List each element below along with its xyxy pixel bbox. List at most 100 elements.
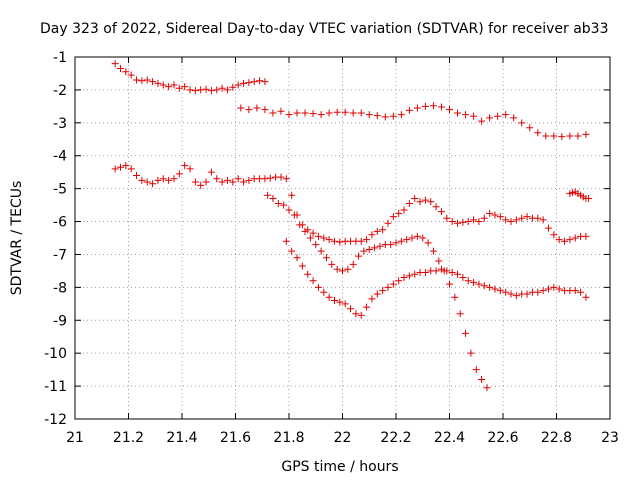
data-point (464, 218, 472, 226)
data-point (197, 181, 205, 189)
data-point (456, 310, 464, 318)
data-point (296, 221, 304, 229)
x-tick-label: 21 (66, 430, 84, 446)
data-point (389, 213, 397, 221)
x-tick-label: 22 (334, 430, 352, 446)
data-point (175, 170, 183, 178)
data-point (421, 269, 429, 277)
data-point (266, 174, 274, 182)
data-point (491, 211, 499, 219)
data-point (269, 109, 277, 117)
data-point (197, 86, 205, 94)
data-point (360, 247, 368, 255)
data-point (462, 111, 470, 119)
data-point (411, 195, 419, 203)
data-point (397, 237, 405, 245)
data-point (459, 218, 467, 226)
data-point (277, 173, 285, 181)
data-point (261, 106, 269, 114)
data-point (429, 102, 437, 110)
data-point (502, 216, 510, 224)
data-point (175, 84, 183, 92)
data-point (245, 106, 253, 114)
data-point (427, 198, 435, 206)
data-point (186, 165, 194, 173)
data-point (539, 287, 547, 295)
data-point (170, 81, 178, 89)
data-point (207, 168, 215, 176)
data-point (507, 290, 515, 298)
y-axis-tick-labels: -1 -2 -3 -4 -5 -6 -7 -8 -9 -10 -11 -12 (44, 50, 67, 428)
data-point (419, 234, 427, 242)
data-point (483, 384, 491, 392)
data-point (347, 305, 355, 313)
data-point (403, 236, 411, 244)
data-point (116, 65, 124, 73)
data-point (518, 214, 526, 222)
series-track-f (566, 188, 593, 203)
data-point (133, 76, 141, 84)
data-point (306, 234, 314, 242)
data-point (309, 110, 317, 118)
x-tick-label: 22.8 (541, 430, 572, 446)
series-track-e (282, 237, 590, 319)
data-point (373, 290, 381, 298)
data-point (314, 283, 322, 291)
data-point (379, 226, 387, 234)
data-point (202, 178, 210, 186)
data-point (446, 106, 453, 114)
data-point (464, 277, 472, 285)
data-point (333, 265, 341, 273)
data-point (544, 285, 552, 293)
data-point (526, 124, 534, 132)
data-point (269, 195, 277, 203)
data-point (437, 208, 445, 216)
data-point (544, 224, 552, 232)
y-tick-label: -7 (53, 247, 67, 263)
data-point (213, 175, 221, 183)
series-track-b (237, 102, 590, 141)
data-point (154, 79, 162, 87)
data-marks (111, 60, 593, 392)
x-tick-label: 21.6 (220, 430, 251, 446)
data-point (558, 133, 566, 141)
data-point (566, 132, 574, 140)
data-point (218, 84, 226, 92)
data-point (277, 107, 285, 115)
data-point (571, 287, 579, 295)
data-point (312, 241, 320, 249)
data-point (582, 293, 590, 301)
data-point (264, 191, 272, 199)
data-point (159, 81, 167, 89)
data-point (207, 87, 215, 95)
data-point (432, 203, 440, 211)
data-point (352, 310, 360, 318)
y-axis-label: SDTVAR / TECUs (9, 181, 25, 296)
data-point (470, 216, 478, 224)
data-point (400, 206, 408, 214)
data-point (165, 176, 173, 184)
data-point (443, 214, 451, 222)
data-point (344, 265, 352, 273)
data-point (534, 288, 542, 296)
data-point (480, 282, 488, 290)
data-point (253, 104, 261, 112)
data-point (496, 213, 504, 221)
y-tick-label: -3 (53, 116, 67, 132)
data-point (550, 231, 558, 239)
y-tick-label: -12 (44, 412, 67, 428)
data-point (256, 77, 264, 85)
data-point (496, 287, 504, 295)
data-point (133, 171, 141, 179)
data-point (523, 290, 531, 298)
data-point (293, 109, 301, 117)
data-point (122, 68, 130, 76)
data-point (159, 175, 167, 183)
data-point (240, 178, 248, 186)
data-point (143, 76, 151, 84)
data-point (571, 234, 579, 242)
data-point (561, 237, 569, 245)
data-point (309, 229, 317, 237)
data-point (387, 241, 395, 249)
data-point (191, 87, 199, 95)
